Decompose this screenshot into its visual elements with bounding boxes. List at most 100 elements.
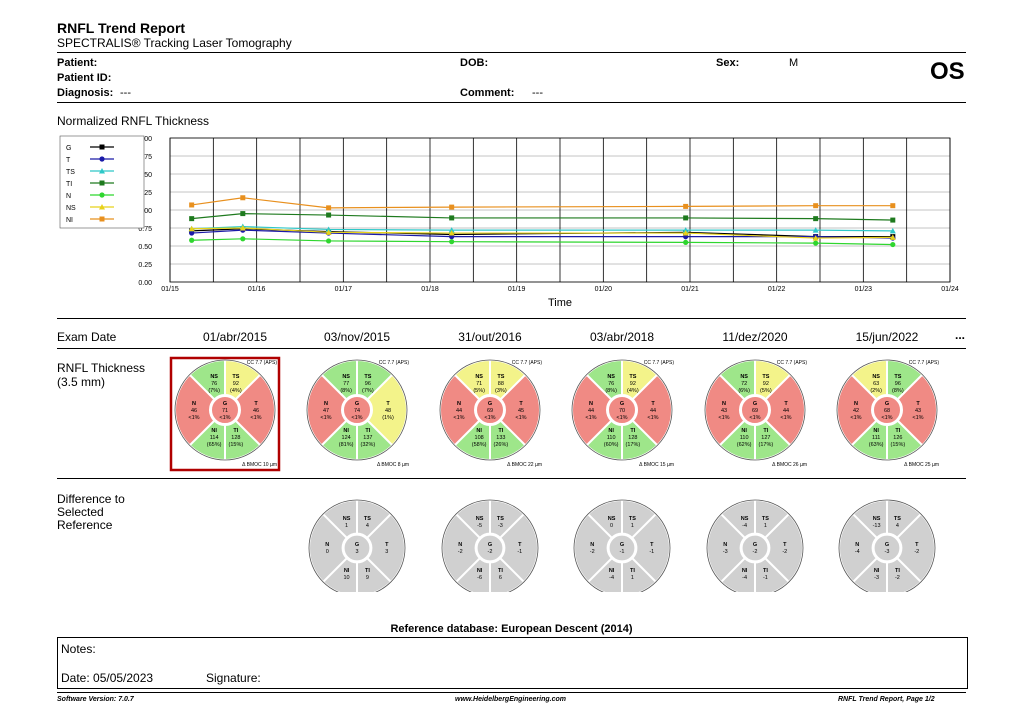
chart-plot-frame <box>169 137 951 283</box>
data-point-N <box>240 236 246 242</box>
sector-value-n: 0 <box>326 549 329 555</box>
sector-value-t: T <box>650 542 654 548</box>
sector-value-ni: -4 <box>742 575 747 581</box>
sector-value-ns: 72 <box>741 381 747 387</box>
difference-label-2: Selected <box>57 505 104 519</box>
data-point-TS <box>889 227 896 234</box>
data-point-TI <box>813 216 819 222</box>
sector-value-n: N <box>590 542 594 548</box>
sector-value-t: -2 <box>914 549 919 555</box>
y-tick-label: 0.50 <box>138 244 152 251</box>
diagnosis-value: --- <box>120 87 131 99</box>
x-tick-label: 01/16 <box>248 286 266 293</box>
sector-value-ni: 110 <box>740 435 749 441</box>
sector-value-n: -2 <box>590 549 595 555</box>
sector-value-t: 43 <box>915 408 921 414</box>
sector-value-ns: 0 <box>610 523 613 529</box>
diagram-outline <box>441 499 539 592</box>
sector-value-n: -4 <box>855 549 860 555</box>
x-tick-label: 01/17 <box>335 286 353 293</box>
sector-value-t: T <box>519 401 523 407</box>
sector-value-ts: TS <box>894 516 901 522</box>
sector-value-n: N <box>723 542 727 548</box>
diagram-outline <box>573 499 671 592</box>
diagram-outline <box>439 359 541 461</box>
selected-reference-frame <box>169 356 281 472</box>
series-NI <box>189 195 896 211</box>
sector-value-t: T <box>915 542 919 548</box>
sector-value-n: <1% <box>453 415 464 421</box>
sector-value-ts: TS <box>629 516 636 522</box>
sector-value-g: <1% <box>484 415 495 421</box>
cc-label: CC 7.7 (APS) <box>379 360 410 366</box>
data-point-TS <box>812 227 819 233</box>
sector-value-ts: TS <box>232 374 239 380</box>
sector-value-n: 44 <box>588 408 594 414</box>
x-tick-label: 01/21 <box>681 286 699 293</box>
thickness-diagram: TS88(3%)T45<1%TI133(26%)NI108(58%)N44<1%… <box>439 358 541 462</box>
series-line-NI <box>191 197 893 209</box>
y-tick-label: 1.75 <box>138 154 152 161</box>
series-line-TI <box>191 212 893 221</box>
data-point-TS <box>99 168 105 174</box>
sector-value-ts: 88 <box>498 381 504 387</box>
y-tick-label: 0.25 <box>138 262 152 269</box>
sector-value-g: G <box>620 542 624 548</box>
data-point-N <box>813 240 819 246</box>
sector-value-ti: TI <box>630 428 635 434</box>
sector-value-g: -2 <box>488 549 493 555</box>
sector-global <box>475 533 505 563</box>
dob-label: DOB: <box>460 57 489 69</box>
sector-value-g: <1% <box>351 415 362 421</box>
y-tick-label: 1.50 <box>138 172 152 179</box>
sector-value-n: 47 <box>323 408 329 414</box>
report-subtitle: SPECTRALIS® Tracking Laser Tomography <box>57 36 292 50</box>
website-link[interactable]: www.HeidelbergEngineering.com <box>455 696 566 703</box>
report-title: RNFL Trend Report <box>57 20 186 36</box>
difference-label: Difference to <box>57 492 125 506</box>
cc-label: CC 7.7 (APS) <box>512 360 543 366</box>
sector-value-n: 43 <box>721 408 727 414</box>
sector-value-n: -3 <box>723 549 728 555</box>
divider <box>57 102 966 103</box>
thickness-diagram: TS92(4%)T46<1%TI128(15%)NI114(65%)N46<1%… <box>174 358 276 462</box>
legend-label-TS: TS <box>66 169 75 176</box>
sector-value-ni: 10 <box>344 575 350 581</box>
report-date: Date: 05/05/2023 <box>61 671 154 685</box>
sector-value-ti: -2 <box>895 575 900 581</box>
sector-value-ns: NS <box>873 516 881 522</box>
sector-value-t: <1% <box>647 415 658 421</box>
sector-value-g: -3 <box>885 549 890 555</box>
sector-value-g: <1% <box>219 415 230 421</box>
sector-value-t: 3 <box>385 549 388 555</box>
sector-value-ts: TS <box>364 516 371 522</box>
bmoc-label: Δ BMOC 26 µm <box>772 462 807 468</box>
data-point-NI <box>189 202 195 208</box>
sector-value-n: N <box>854 401 858 407</box>
divider <box>57 478 966 479</box>
sex-value: M <box>789 57 799 69</box>
sector-value-g: 69 <box>487 408 493 414</box>
sector-value-ts: TS <box>762 516 769 522</box>
sector-value-ts: 4 <box>896 523 899 529</box>
sector-value-ni: NI <box>476 428 482 434</box>
sector-value-ts: 92 <box>763 381 769 387</box>
patient-label: Patient: <box>57 57 98 69</box>
sector-value-ns: NS <box>475 374 483 380</box>
notes-label: Notes: <box>61 642 96 656</box>
data-point-NI <box>449 204 455 210</box>
sector-value-ti: (15%) <box>229 442 244 448</box>
sector-value-t: T <box>783 542 787 548</box>
series-line-N <box>191 238 893 246</box>
series-TI <box>189 211 896 223</box>
more-exams-indicator[interactable]: ... <box>955 328 966 342</box>
notes-box: Notes: Date: 05/05/2023 Signature: <box>57 637 968 689</box>
sector-value-n: N <box>325 542 329 548</box>
sector-value-g: G <box>885 542 889 548</box>
sector-value-ns: NS <box>476 516 484 522</box>
sector-value-n: <1% <box>320 415 331 421</box>
sector-value-g: <1% <box>616 415 627 421</box>
cc-label: CC 7.7 (APS) <box>644 360 675 366</box>
bmoc-label: Δ BMOC 25 µm <box>904 462 939 468</box>
diagram-outline <box>571 359 673 461</box>
